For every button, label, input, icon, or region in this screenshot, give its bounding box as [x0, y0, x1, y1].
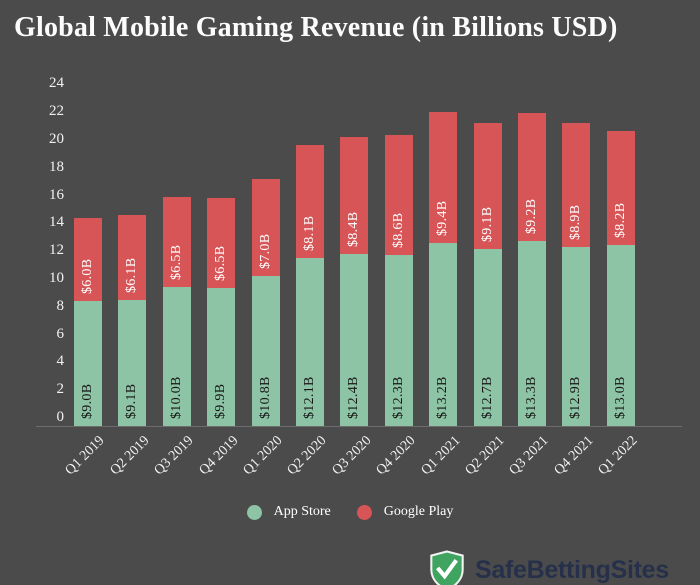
bar-value-label-app-store: $12.3B	[390, 376, 406, 419]
bar-segment-google-play	[118, 214, 147, 300]
bar-value-label-app-store: $12.4B	[346, 376, 362, 419]
x-axis-label: Q3 2019	[151, 433, 197, 479]
y-tick-label: 12	[49, 242, 64, 259]
y-tick-label: 22	[49, 103, 64, 120]
bar-value-label-app-store: $13.3B	[524, 376, 539, 419]
y-tick-label: 0	[56, 409, 65, 425]
bar-segment-app-store	[340, 253, 369, 426]
bar-segment-app-store	[296, 257, 324, 426]
bar-value-label-google-play: $6.0B	[80, 258, 95, 294]
bar-value-label-google-play: $9.4B	[435, 200, 451, 236]
legend-label-app-store: App Store	[273, 504, 331, 519]
bar-value-label-google-play: $9.2B	[524, 198, 539, 235]
x-axis-label: Q1 2019	[62, 433, 108, 479]
x-axis-label: Q2 2019	[107, 433, 153, 479]
bar-segment-google-play	[340, 136, 369, 254]
y-tick-label: 10	[49, 270, 64, 286]
bar-segment-google-play	[473, 122, 502, 250]
bar-segment-app-store	[74, 300, 102, 426]
y-tick-label: 4	[56, 353, 65, 370]
x-axis-line	[36, 426, 682, 427]
shield-check-icon	[430, 550, 464, 585]
bar-segment-google-play	[162, 196, 191, 287]
bar-value-label-app-store: $12.9B	[568, 376, 584, 419]
bar-value-label-app-store: $10.0B	[168, 376, 184, 419]
x-axis-label: Q4 2019	[196, 433, 242, 479]
bar-segment-google-play	[74, 217, 102, 301]
bar-segment-app-store	[251, 275, 280, 426]
legend-item-google-play: Google Play	[356, 504, 454, 520]
bar-segment-app-store	[606, 245, 635, 426]
bar-segment-app-store	[162, 287, 191, 426]
x-axis-label: Q1 2022	[595, 433, 641, 479]
bar-segment-app-store	[518, 241, 546, 426]
bar-value-label-app-store: $9.0B	[80, 383, 95, 419]
bar-value-label-google-play: $8.2B	[612, 202, 628, 239]
bar-segment-google-play	[562, 122, 591, 247]
x-axis-label: Q2 2020	[284, 433, 330, 479]
bar-value-label-app-store: $9.9B	[213, 383, 229, 419]
bar-value-label-google-play: $8.6B	[390, 212, 406, 249]
bar-segment-app-store	[562, 246, 591, 426]
bar-segment-google-play	[518, 113, 546, 242]
legend-label-google-play: Google Play	[383, 504, 454, 519]
legend-item-app-store: App Store	[246, 504, 331, 520]
x-axis-label: Q2 2021	[462, 433, 508, 479]
bar-value-label-app-store: $12.7B	[479, 376, 495, 419]
y-tick-label: 18	[49, 158, 64, 175]
y-tick-label: 6	[56, 325, 65, 342]
bar-value-label-google-play: $6.1B	[124, 257, 140, 293]
bar-value-label-app-store: $9.1B	[124, 383, 140, 419]
x-axis-label: Q1 2021	[418, 433, 464, 479]
bar-value-label-google-play: $8.4B	[346, 211, 362, 247]
bar-segment-app-store	[384, 255, 413, 426]
bar-segment-app-store	[473, 249, 502, 426]
bar-segment-google-play	[207, 198, 236, 289]
bar-value-label-app-store: $12.1B	[302, 376, 317, 419]
y-tick-label: 16	[49, 186, 64, 203]
x-axis-label: Q3 2020	[329, 433, 375, 479]
bar-value-label-app-store: $10.8B	[257, 376, 273, 419]
x-axis-label: Q1 2020	[240, 433, 286, 479]
bar-segment-google-play	[296, 145, 324, 258]
bar-segment-app-store	[207, 288, 236, 426]
legend-dot-google-play	[356, 504, 372, 520]
bar-value-label-google-play: $6.5B	[168, 244, 184, 280]
bar-value-label-google-play: $8.9B	[568, 204, 584, 240]
brand-name: SafeBettingSites	[475, 556, 669, 584]
bar-segment-google-play	[384, 135, 413, 256]
chart-legend: App Store Google Play	[0, 498, 700, 526]
y-tick-label: 24	[49, 75, 64, 92]
bar-segment-google-play	[251, 178, 280, 276]
y-tick-label: 20	[49, 131, 64, 147]
legend-dot-app-store	[246, 504, 262, 520]
bar-value-label-google-play: $9.1B	[479, 207, 495, 243]
bar-segment-app-store	[118, 299, 147, 426]
y-tick-label: 2	[56, 381, 65, 398]
bar-segment-google-play	[429, 111, 458, 243]
bar-value-label-app-store: $13.2B	[435, 376, 451, 419]
bar-segment-google-play	[606, 131, 635, 246]
bar-value-label-google-play: $7.0B	[257, 233, 273, 269]
y-tick-label: 8	[56, 297, 65, 314]
bar-value-label-google-play: $6.5B	[213, 246, 229, 282]
chart-title: Global Mobile Gaming Revenue (in Billion…	[14, 12, 618, 43]
bar-value-label-google-play: $8.1B	[302, 215, 317, 251]
bar-segment-app-store	[429, 242, 458, 426]
brand-logo: SafeBettingSites	[428, 550, 669, 585]
x-axis-label: Q4 2021	[551, 433, 597, 479]
x-axis-label: Q4 2020	[373, 433, 419, 479]
x-axis-label: Q3 2021	[506, 433, 552, 479]
bar-value-label-app-store: $13.0B	[612, 376, 628, 419]
y-tick-label: 14	[49, 214, 64, 231]
